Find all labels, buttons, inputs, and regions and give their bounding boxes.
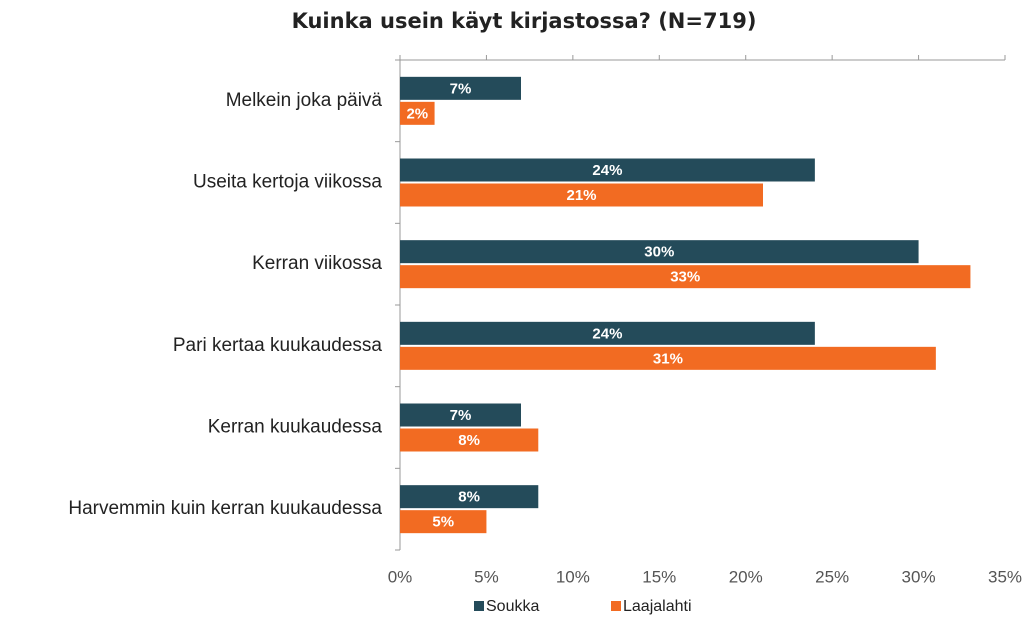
value-label: 7% xyxy=(450,407,472,424)
x-tick-label: 15% xyxy=(642,567,676,586)
bar xyxy=(400,510,487,534)
y-tick-label: Kerran viikossa xyxy=(252,253,382,274)
legend-swatch xyxy=(474,601,484,611)
legend-label: Soukka xyxy=(486,598,539,615)
x-tick-label: 5% xyxy=(474,567,499,586)
bar xyxy=(400,485,539,509)
value-label: 30% xyxy=(644,244,674,261)
x-tick-label: 25% xyxy=(815,567,849,586)
y-tick-label: Harvemmin kuin kerran kuukaudessa xyxy=(68,498,382,519)
bar xyxy=(400,76,521,100)
legend-swatch xyxy=(611,601,621,611)
x-tick-label: 35% xyxy=(988,567,1022,586)
bar xyxy=(400,158,815,182)
value-label: 8% xyxy=(458,432,480,449)
x-tick-label: 20% xyxy=(729,567,763,586)
x-tick-label: 0% xyxy=(388,567,413,586)
y-tick-label: Kerran kuukaudessa xyxy=(208,417,383,438)
value-label: 21% xyxy=(566,187,596,204)
bar xyxy=(400,265,971,289)
bar xyxy=(400,403,521,427)
y-tick-label: Useita kertoja viikossa xyxy=(193,172,382,193)
bar xyxy=(400,183,763,207)
bar xyxy=(400,240,919,264)
bar xyxy=(400,346,936,370)
y-tick-label: Melkein joka päivä xyxy=(226,90,383,111)
y-tick-label: Pari kertaa kuukaudessa xyxy=(173,335,383,356)
value-label: 7% xyxy=(450,80,472,97)
value-label: 2% xyxy=(406,105,428,122)
legend-label: Laajalahti xyxy=(623,598,692,615)
value-label: 8% xyxy=(458,489,480,506)
value-label: 33% xyxy=(670,269,700,286)
value-label: 31% xyxy=(653,350,683,367)
x-tick-label: 30% xyxy=(902,567,936,586)
bar xyxy=(400,321,815,345)
value-label: 24% xyxy=(592,162,622,179)
chart-title: Kuinka usein käyt kirjastossa? (N=719) xyxy=(292,9,757,33)
bar xyxy=(400,101,435,125)
value-label: 24% xyxy=(592,325,622,342)
value-label: 5% xyxy=(432,514,454,531)
x-tick-label: 10% xyxy=(556,567,590,586)
bar xyxy=(400,428,539,452)
